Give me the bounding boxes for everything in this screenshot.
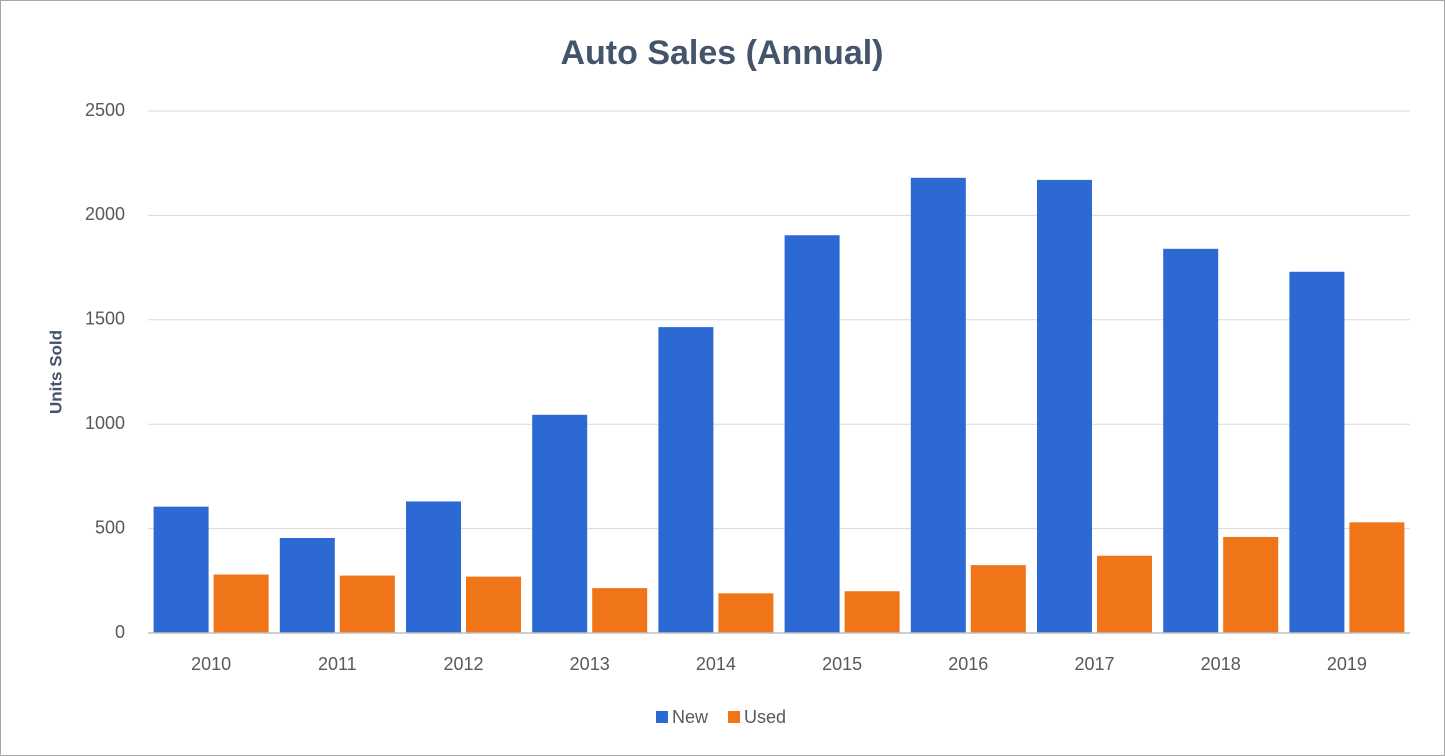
x-tick-label: 2014 (696, 654, 736, 674)
bar (1163, 248, 1219, 634)
bar (213, 574, 269, 633)
chart-title: Auto Sales (Annual) (560, 34, 883, 72)
bar (718, 593, 774, 633)
bar (1037, 179, 1092, 634)
y-tick-label: 2000 (85, 204, 125, 224)
bar (339, 575, 395, 633)
legend-swatch (728, 711, 741, 723)
bar (1349, 522, 1405, 633)
bar (970, 565, 1026, 633)
legend-label: Used (744, 707, 786, 727)
legend-label: New (672, 707, 709, 727)
bar (153, 506, 209, 633)
y-tick-label: 0 (115, 622, 125, 642)
bar (532, 414, 588, 633)
x-tick-label: 2019 (1327, 654, 1367, 674)
x-tick-label: 2010 (191, 654, 231, 674)
x-tick-label: 2016 (948, 654, 988, 674)
bar (592, 588, 648, 633)
bar (658, 327, 714, 633)
y-tick-label: 500 (95, 517, 125, 537)
bar (1289, 271, 1345, 633)
bar (784, 235, 840, 633)
x-tick-label: 2013 (570, 654, 610, 674)
bar (1097, 555, 1152, 633)
bar (910, 177, 966, 634)
x-tick-label: 2018 (1201, 654, 1241, 674)
bar (844, 591, 900, 633)
y-tick-label: 2500 (85, 100, 125, 120)
bar (406, 501, 461, 633)
x-tick-label: 2011 (318, 654, 357, 674)
legend-swatch (656, 711, 668, 723)
y-tick-label: 1000 (85, 413, 125, 433)
y-tick-label: 1500 (85, 309, 125, 329)
x-tick-label: 2017 (1074, 654, 1114, 674)
x-tick-label: 2015 (822, 654, 862, 674)
bar (1223, 536, 1279, 633)
bar (466, 576, 521, 633)
x-tick-label: 2012 (443, 654, 483, 674)
bar (279, 537, 335, 633)
y-axis-title: Units Sold (46, 330, 65, 414)
